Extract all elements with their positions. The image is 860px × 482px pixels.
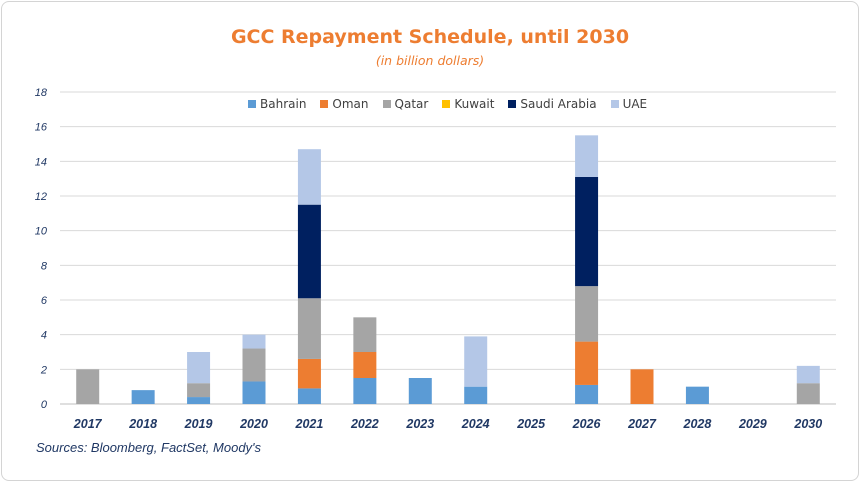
bar-qatar-2026 — [575, 286, 599, 342]
legend-swatch — [442, 100, 451, 108]
legend-label: UAE — [622, 97, 648, 111]
y-axis-ticks: 0 2 4 6 8 10 12 14 16 18 — [35, 87, 48, 411]
x-tick-label: 2023 — [405, 417, 434, 431]
bar-bahrain-2023 — [408, 378, 432, 404]
legend: Bahrain Oman Qatar Kuwait Saudi Arabia UAE — [248, 97, 647, 111]
y-tick-label: 16 — [35, 122, 48, 134]
x-tick-label: 2027 — [627, 417, 657, 431]
legend-label: Oman — [332, 97, 369, 111]
x-tick-label: 2028 — [683, 417, 712, 431]
legend-item-kuwait: Kuwait — [442, 97, 494, 111]
y-tick-label: 6 — [41, 295, 48, 307]
bar-qatar-2021 — [297, 298, 321, 359]
x-tick-label: 2025 — [516, 417, 546, 431]
legend-label: Bahrain — [260, 97, 307, 111]
bar-uae-2019 — [187, 352, 211, 384]
bar-bahrain-2019 — [187, 397, 211, 404]
bars — [76, 135, 820, 404]
x-tick-label: 2026 — [572, 417, 602, 431]
legend-swatch — [320, 100, 329, 108]
bar-bahrain-2018 — [131, 390, 155, 404]
legend-item-qatar: Qatar — [382, 97, 429, 111]
x-tick-label: 2024 — [461, 417, 490, 431]
legend-swatch — [382, 100, 391, 108]
legend-label: Qatar — [394, 97, 429, 111]
bar-oman-2021 — [297, 358, 321, 389]
legend-swatch — [610, 100, 619, 108]
y-tick-label: 18 — [35, 87, 48, 99]
y-tick-label: 14 — [35, 156, 47, 168]
bar-uae-2020 — [242, 334, 266, 349]
y-tick-label: 2 — [40, 364, 47, 376]
bar-uae-2026 — [575, 135, 599, 177]
chart-title: GCC Repayment Schedule, until 2030 — [230, 26, 630, 48]
source-note: Sources: Bloomberg, FactSet, Moody's — [36, 440, 262, 455]
bar-saudi-arabia-2021 — [297, 204, 321, 299]
bar-bahrain-2020 — [242, 381, 266, 404]
bar-uae-2024 — [464, 336, 488, 387]
legend-swatch — [248, 100, 256, 108]
bar-bahrain-2021 — [297, 388, 321, 404]
bar-oman-2027 — [630, 369, 654, 404]
bar-bahrain-2028 — [685, 386, 709, 404]
x-axis-ticks: 2017 2018 2019 2020 2021 2022 2023 2024 2025 2026… — [73, 417, 822, 431]
legend-item-oman: Oman — [320, 97, 369, 111]
bar-bahrain-2026 — [575, 384, 599, 404]
y-tick-label: 10 — [35, 226, 48, 238]
chart-subtitle: (in billion dollars) — [375, 53, 485, 68]
bar-saudi-arabia-2026 — [575, 176, 599, 287]
x-tick-label: 2029 — [738, 417, 767, 431]
bar-bahrain-2022 — [353, 378, 377, 404]
x-tick-label: 2019 — [184, 417, 213, 431]
bar-qatar-2019 — [187, 383, 211, 398]
legend-label: Kuwait — [454, 97, 495, 111]
x-tick-label: 2030 — [793, 417, 822, 431]
y-tick-label: 4 — [41, 330, 47, 342]
bar-uae-2030 — [796, 365, 820, 384]
legend-swatch — [508, 100, 517, 108]
bar-qatar-2017 — [76, 369, 100, 404]
bar-qatar-2030 — [796, 383, 820, 404]
y-tick-label: 8 — [41, 260, 48, 272]
legend-item-bahrain: Bahrain — [248, 97, 306, 111]
x-tick-label: 2018 — [128, 417, 157, 431]
bar-bahrain-2024 — [464, 386, 488, 404]
bar-qatar-2020 — [242, 348, 266, 382]
bar-oman-2026 — [575, 341, 599, 385]
x-tick-label: 2022 — [350, 417, 379, 431]
y-tick-label: 12 — [35, 191, 47, 203]
bar-uae-2021 — [297, 149, 321, 205]
legend-label: Saudi Arabia — [520, 97, 597, 111]
legend-item-saudi-arabia: Saudi Arabia — [508, 97, 597, 111]
y-tick-label: 0 — [41, 399, 48, 411]
gridlines — [60, 91, 836, 405]
bar-qatar-2022 — [353, 317, 377, 352]
x-tick-label: 2021 — [295, 417, 324, 431]
x-tick-label: 2017 — [73, 417, 103, 431]
bar-oman-2022 — [353, 352, 377, 378]
legend-item-uae: UAE — [610, 97, 648, 111]
x-tick-label: 2020 — [239, 417, 268, 431]
